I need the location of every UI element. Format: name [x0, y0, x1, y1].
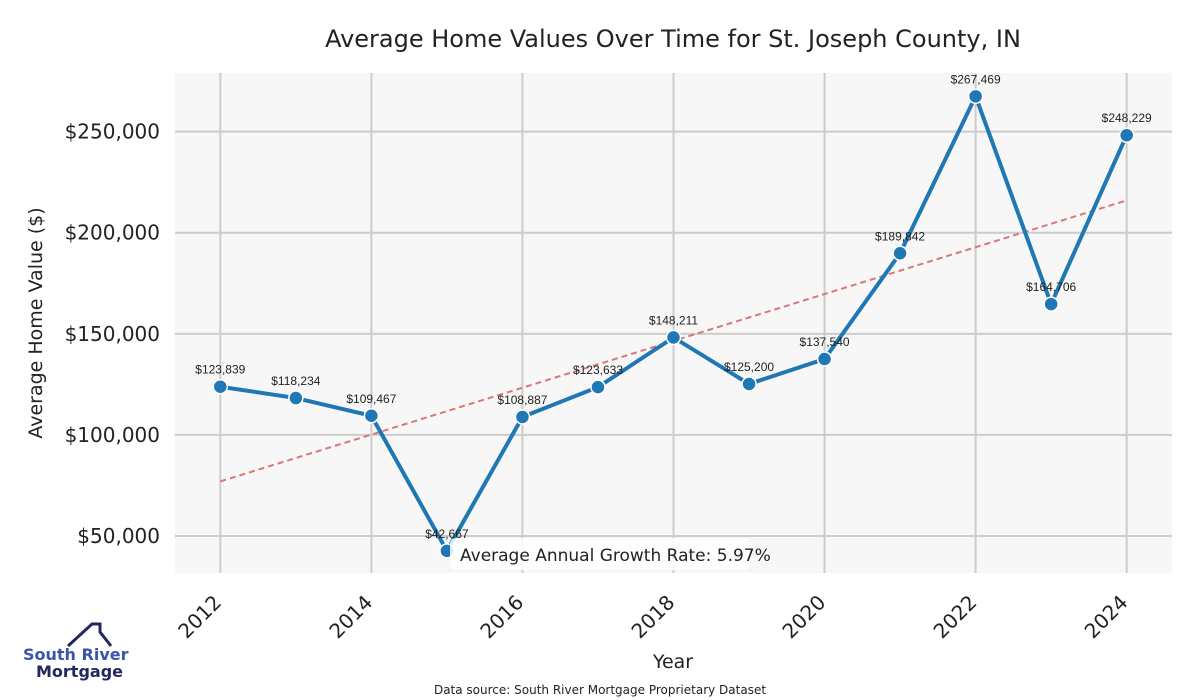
data-label: $137,540	[800, 335, 850, 349]
data-point	[1043, 296, 1059, 312]
data-point	[892, 245, 908, 262]
x-axis-label: Year	[652, 651, 693, 673]
data-label: $248,229	[1102, 111, 1152, 125]
data-point	[363, 408, 380, 424]
logo-line1: South River	[23, 645, 129, 664]
x-tick-label: 2014	[324, 590, 377, 643]
x-tick-label: 2016	[475, 590, 528, 643]
data-point	[967, 88, 984, 105]
y-tick-label: $100,000	[65, 423, 160, 447]
x-tick-label: 2012	[173, 590, 226, 643]
data-point	[816, 351, 833, 367]
data-label: $148,211	[649, 313, 698, 327]
growth-rate-annotation: Average Annual Growth Rate: 5.97%	[460, 546, 771, 566]
x-tick-label: 2024	[1080, 590, 1133, 643]
data-label: $125,200	[724, 360, 774, 374]
data-point	[288, 390, 304, 406]
data-label: $108,887	[497, 393, 547, 407]
data-label: $118,234	[271, 374, 320, 388]
data-point	[212, 378, 229, 395]
logo: South River Mortgage	[23, 622, 129, 681]
data-point	[665, 329, 682, 346]
y-axis-label: Average Home Value ($)	[25, 207, 47, 438]
y-tick-label: $50,000	[77, 524, 160, 548]
chart-title: Average Home Values Over Time for St. Jo…	[325, 25, 1021, 53]
data-label: $164,706	[1026, 280, 1076, 294]
data-point	[590, 379, 606, 395]
x-tick-label: 2020	[777, 590, 830, 643]
y-tick-label: $200,000	[65, 221, 160, 245]
logo-line2: Mortgage	[36, 662, 123, 681]
data-label: $123,839	[195, 363, 245, 377]
y-tick-label: $250,000	[65, 120, 160, 144]
data-source: Data source: South River Mortgage Propri…	[434, 683, 766, 697]
x-tick-label: 2022	[929, 590, 982, 643]
y-tick-label: $150,000	[65, 322, 160, 346]
annotation-box	[450, 538, 750, 570]
data-label: $267,469	[951, 72, 1001, 86]
data-label: $109,467	[346, 392, 396, 406]
data-point	[514, 409, 531, 425]
data-point	[741, 376, 757, 392]
data-label: $123,633	[573, 363, 623, 377]
house-icon	[66, 622, 113, 648]
data-label: $189,842	[875, 229, 925, 243]
data-point	[1118, 127, 1135, 143]
x-tick-label: 2018	[626, 590, 679, 643]
data-label: $42,667	[425, 527, 469, 541]
